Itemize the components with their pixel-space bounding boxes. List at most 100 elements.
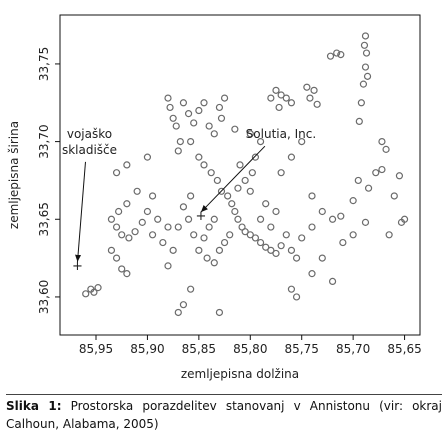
point	[184, 110, 193, 118]
point	[355, 117, 363, 126]
x-tick-label: 85,70	[336, 342, 370, 356]
point	[169, 246, 177, 254]
annotation-text: vojaško	[67, 127, 112, 141]
point	[303, 83, 311, 91]
point	[179, 203, 188, 211]
point	[337, 51, 345, 59]
point	[234, 184, 242, 192]
point	[363, 72, 372, 80]
point	[123, 270, 131, 278]
annotation-text: Solutia, Inc.	[246, 127, 316, 141]
point	[364, 184, 373, 192]
point	[308, 192, 316, 200]
point	[213, 176, 221, 185]
point	[169, 114, 177, 122]
point	[241, 176, 249, 185]
x-axis-label: zemljepisna dolžina	[181, 367, 299, 381]
point	[298, 234, 306, 242]
annotation-text: skladišče	[62, 143, 117, 157]
point	[195, 153, 203, 161]
point	[112, 169, 121, 177]
plot-frame	[59, 14, 421, 336]
point	[267, 246, 275, 254]
point	[267, 94, 275, 102]
point	[272, 86, 280, 94]
annotation-arrow	[200, 145, 266, 213]
y-tick-label: 33,75	[37, 47, 51, 81]
point	[143, 207, 152, 216]
caption-text: Prostorska porazdelitev stanovanj v Anni…	[6, 399, 442, 431]
annotation-arrow	[75, 161, 86, 262]
annotation-marker: +	[195, 209, 206, 224]
point	[217, 114, 226, 122]
y-axis-label: zemljepisna širina	[7, 121, 21, 229]
point	[215, 308, 224, 317]
point	[262, 200, 270, 208]
point	[190, 119, 198, 127]
point	[357, 99, 365, 107]
annotation-marker: +	[72, 259, 83, 274]
point	[272, 249, 280, 258]
point	[328, 215, 337, 223]
point	[164, 262, 172, 270]
point	[148, 231, 157, 239]
point	[215, 103, 224, 112]
point	[360, 41, 369, 49]
point	[118, 231, 126, 239]
point	[385, 231, 393, 239]
point	[256, 138, 265, 146]
point	[195, 246, 203, 254]
y-tick-label: 33,70	[37, 124, 51, 158]
point	[190, 231, 198, 239]
point	[382, 145, 390, 153]
point	[287, 285, 296, 293]
x-tick-label: 85,75	[285, 342, 319, 356]
point	[220, 94, 229, 102]
point	[187, 192, 195, 200]
point	[118, 265, 126, 273]
point	[112, 223, 121, 231]
point	[328, 277, 337, 286]
point	[228, 200, 236, 208]
point	[207, 169, 215, 177]
point	[256, 215, 265, 223]
point	[275, 103, 283, 112]
point	[308, 270, 316, 278]
point	[287, 153, 296, 161]
point	[361, 32, 370, 40]
point	[174, 223, 182, 231]
point	[313, 100, 321, 108]
x-tick-label: 85,85	[182, 342, 216, 356]
point	[187, 285, 195, 293]
x-tick-label: 85,90	[130, 342, 164, 356]
point	[176, 138, 184, 146]
point	[262, 243, 270, 251]
point	[87, 285, 95, 293]
point	[339, 238, 347, 247]
point	[231, 207, 239, 216]
point	[159, 238, 167, 247]
point	[277, 242, 285, 250]
point	[292, 254, 301, 262]
point	[292, 293, 301, 301]
point	[184, 215, 193, 223]
point	[318, 207, 326, 216]
point	[205, 223, 213, 231]
point	[234, 215, 242, 223]
point	[179, 99, 188, 107]
point	[361, 63, 370, 71]
y-tick-label: 33,60	[37, 280, 51, 314]
point	[282, 94, 290, 102]
point	[138, 218, 146, 226]
point	[246, 187, 254, 195]
point	[246, 130, 254, 138]
point	[306, 94, 314, 102]
point	[172, 122, 180, 130]
caption: Slika 1: Prostorska porazdelitev stanova…	[6, 394, 442, 433]
point	[115, 207, 123, 216]
point	[397, 218, 406, 226]
point	[166, 103, 174, 112]
point	[174, 308, 182, 317]
point	[205, 122, 213, 130]
point	[82, 290, 90, 298]
